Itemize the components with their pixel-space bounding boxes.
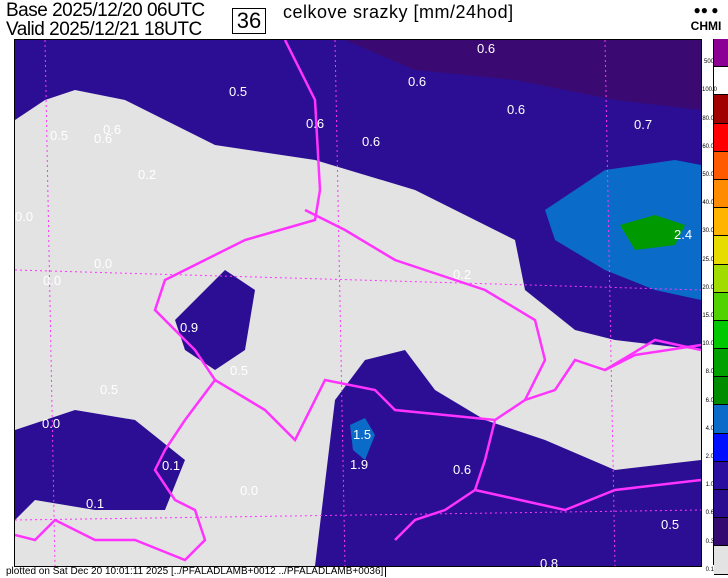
map-value: 0.8 bbox=[540, 556, 559, 571]
precip-area-west bbox=[175, 270, 255, 370]
precip-area-north bbox=[15, 40, 701, 350]
legend-swatch bbox=[714, 292, 728, 321]
precipitation-map bbox=[14, 39, 702, 567]
map-value: 0.6 bbox=[103, 122, 122, 137]
legend-label: 4.0 bbox=[705, 425, 714, 432]
forecast-hour: 36 bbox=[232, 8, 266, 34]
map-value: 0.1 bbox=[162, 458, 181, 473]
map-value: 0.5 bbox=[50, 128, 69, 143]
legend-label: 1.0 bbox=[705, 482, 714, 489]
legend-swatch bbox=[714, 264, 728, 293]
legend-swatch bbox=[714, 236, 728, 265]
footer-info: plotted on Sat Dec 20 10:01:11 2025 [../… bbox=[6, 566, 387, 577]
legend-label: 25.0 bbox=[702, 256, 714, 263]
legend-swatch bbox=[714, 179, 728, 209]
country-borders-east bbox=[604, 343, 701, 372]
legend-label: 100.0 bbox=[702, 87, 718, 94]
legend-swatch bbox=[714, 123, 728, 152]
color-legend bbox=[713, 39, 728, 575]
legend-swatch bbox=[714, 151, 728, 180]
legend-label: 15.0 bbox=[702, 313, 714, 319]
map-value: 0.6 bbox=[306, 116, 325, 131]
map-value: 0.6 bbox=[408, 74, 427, 89]
legend-swatch bbox=[714, 461, 728, 490]
legend-swatch bbox=[714, 67, 728, 96]
map-value: 0.2 bbox=[138, 167, 157, 182]
legend-swatch bbox=[714, 208, 728, 237]
country-borders bbox=[15, 40, 701, 562]
legend-label: 0.3 bbox=[705, 538, 714, 545]
legend-label: 0.1 bbox=[705, 566, 714, 573]
logo-icon: ●● ● bbox=[693, 3, 719, 17]
legend-label: 2.0 bbox=[705, 454, 714, 460]
legend-swatch bbox=[714, 39, 728, 68]
precip-area-northeast bbox=[345, 40, 701, 110]
map-value: 0.5 bbox=[100, 382, 119, 397]
map-value: 0.0 bbox=[42, 416, 61, 431]
map-value: 0.5 bbox=[229, 84, 248, 99]
map-value: 0.6 bbox=[94, 131, 113, 146]
map-value: 0.2 bbox=[453, 267, 472, 282]
legend-label: 80.0 bbox=[702, 115, 714, 122]
map-value: 0.6 bbox=[507, 102, 526, 117]
legend-label: 10.0 bbox=[702, 341, 714, 348]
legend-swatch bbox=[714, 433, 728, 462]
map-value: 0.0 bbox=[43, 273, 62, 288]
map-value: 0.0 bbox=[94, 256, 113, 271]
map-value: 0.5 bbox=[230, 363, 249, 378]
legend-label: 20.0 bbox=[702, 284, 714, 291]
base-time: Base 2025/12/20 06UTC bbox=[6, 0, 205, 21]
chart-title: celkove srazky [mm/24hod] bbox=[283, 2, 514, 22]
legend-label: 8.0 bbox=[705, 369, 714, 376]
legend-label: 6.0 bbox=[705, 397, 714, 404]
valid-time: Valid 2025/12/21 18UTC bbox=[6, 19, 202, 40]
map-value: 1.5 bbox=[353, 427, 372, 442]
map-value: 0.1 bbox=[86, 496, 105, 511]
map-value: 0.6 bbox=[362, 134, 381, 149]
map-value: 0.7 bbox=[634, 117, 653, 132]
legend-swatch bbox=[714, 95, 728, 124]
map-value: 0.9 bbox=[180, 320, 199, 335]
legend-label: 50.0 bbox=[702, 172, 714, 178]
legend-swatch bbox=[714, 490, 728, 519]
legend-label: 60.0 bbox=[702, 143, 714, 150]
legend-swatch bbox=[714, 320, 728, 350]
legend-swatch bbox=[714, 518, 728, 547]
chmi-logo: ●● ● CHMI bbox=[686, 2, 726, 34]
legend-label: 0.6 bbox=[705, 510, 714, 517]
map-value: 0.6 bbox=[477, 41, 496, 56]
legend-swatch bbox=[714, 377, 728, 406]
legend-label: 40.0 bbox=[702, 200, 714, 207]
map-value: 1.9 bbox=[350, 457, 369, 472]
map-value: 0.6 bbox=[453, 462, 472, 477]
legend-swatch bbox=[714, 405, 728, 434]
map-value: 2.4 bbox=[674, 227, 693, 242]
legend-label: 500 bbox=[703, 59, 714, 66]
precip-area-center bbox=[350, 418, 375, 460]
precip-area-southwest bbox=[15, 410, 185, 520]
map-value: 0.0 bbox=[15, 209, 34, 224]
precip-area-east-medium bbox=[620, 215, 685, 250]
legend-label: 30.0 bbox=[702, 228, 714, 235]
map-value: 0.0 bbox=[240, 483, 259, 498]
legend-swatch bbox=[714, 546, 728, 575]
map-value: 0.5 bbox=[661, 517, 680, 532]
legend-swatch bbox=[714, 349, 728, 378]
precip-area-south bbox=[315, 350, 701, 566]
